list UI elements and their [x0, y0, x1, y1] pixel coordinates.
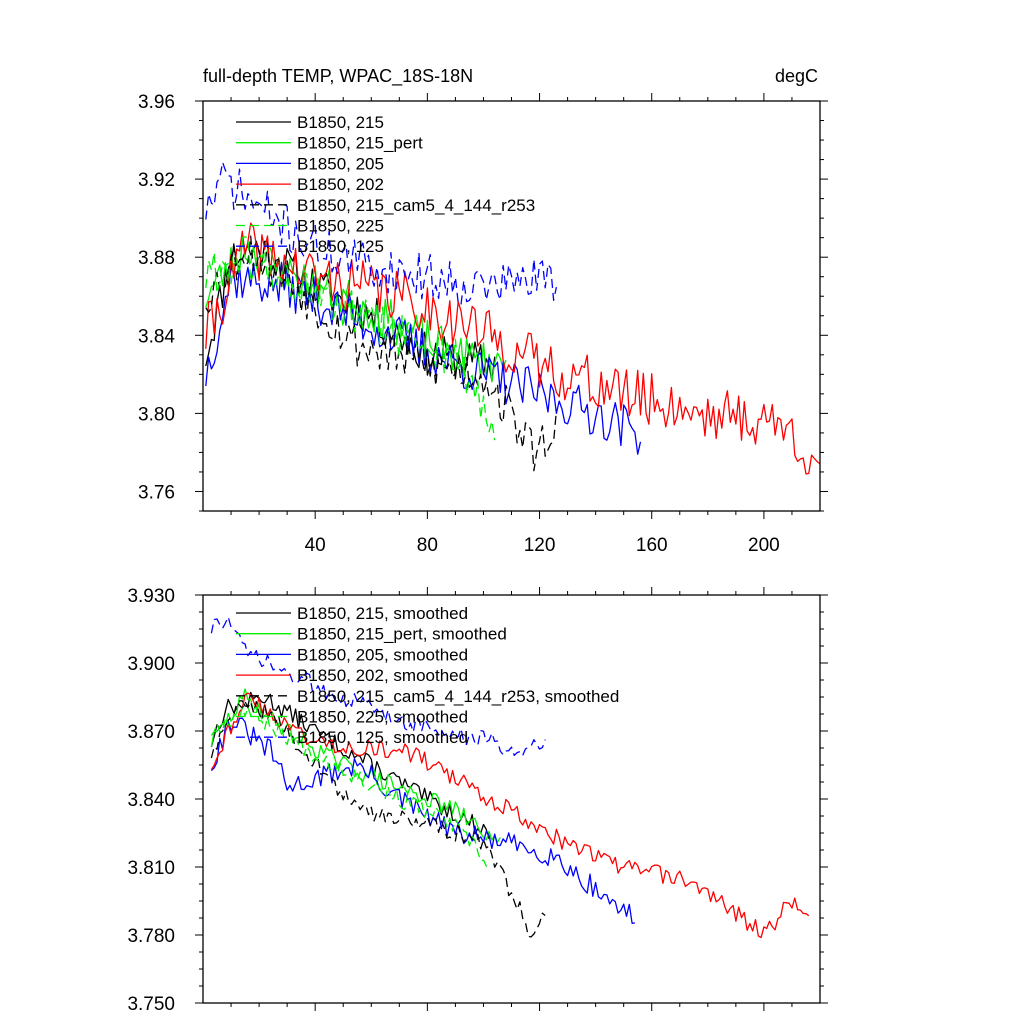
legend-entry: B1850, 215_cam5_4_144_r253, smoothed	[297, 687, 619, 706]
legend-entry: B1850, 215, smoothed	[297, 604, 468, 623]
y-tick-label: 3.96	[138, 92, 175, 113]
y-tick-label: 3.930	[127, 586, 175, 607]
series-line-3	[205, 222, 821, 475]
y-tick-label: 3.870	[127, 722, 175, 743]
series-line-5	[210, 706, 490, 867]
y-tick-label: 3.780	[127, 926, 175, 947]
y-tick-label: 3.900	[127, 654, 175, 675]
series-line-6	[205, 161, 558, 306]
legend-entry: B1850, 125, smoothed	[297, 728, 468, 747]
y-tick-label: 3.80	[138, 404, 175, 425]
chart-title: full-depth TEMP, WPAC_18S-18N	[203, 66, 473, 87]
series-line-4	[205, 235, 558, 472]
y-tick-label: 3.810	[127, 858, 175, 879]
series-lines	[210, 616, 810, 939]
legend-entry: B1850, 205	[297, 154, 384, 173]
x-tick-label: 160	[636, 535, 668, 556]
legend-entry: B1850, 225	[297, 217, 384, 236]
legend-entry: B1850, 225, smoothed	[297, 708, 468, 727]
legend-entry: B1850, 202	[297, 175, 384, 194]
series-line-6	[210, 616, 546, 757]
series-line-3	[210, 692, 810, 939]
legend-entry: B1850, 202, smoothed	[297, 666, 468, 685]
series-lines	[205, 161, 821, 475]
series-line-5	[205, 236, 496, 441]
legend-entry: B1850, 215	[297, 113, 384, 132]
tick-marks	[195, 93, 828, 519]
units-label: degC	[775, 66, 818, 86]
legend-entry: B1850, 125	[297, 237, 384, 256]
tick-marks	[195, 587, 828, 1011]
legend-entry: B1850, 215_cam5_4_144_r253	[297, 196, 535, 215]
top-panel: 3.76 3.80 3.84 3.88 3.92 3.96 40 80 120 160 200 ful…	[138, 66, 828, 556]
series-line-2	[205, 261, 642, 455]
y-tick-label: 3.840	[127, 790, 175, 811]
x-tick-label: 120	[524, 535, 556, 556]
y-tick-label: 3.76	[138, 482, 175, 503]
y-tick-label: 3.84	[138, 326, 175, 347]
y-tick-label: 3.88	[138, 248, 175, 269]
plot-frame	[202, 594, 821, 1004]
legend-entry: B1850, 215_pert, smoothed	[297, 625, 507, 644]
y-tick-label: 3.92	[138, 170, 175, 191]
bottom-panel: 3.750 3.780 3.810 3.840 3.870 3.900 3.930 B1850…	[127, 586, 828, 1015]
y-tick-label: 3.750	[127, 994, 175, 1015]
x-tick-label: 80	[417, 535, 438, 556]
series-line-0	[210, 691, 490, 840]
legend: B1850, 215, smoothed B1850, 215_pert, smo…	[236, 604, 619, 747]
legend-entry: B1850, 205, smoothed	[297, 645, 468, 664]
x-tick-label: 200	[748, 535, 780, 556]
legend-entry: B1850, 215_pert	[297, 134, 423, 153]
series-line-2	[210, 717, 635, 924]
x-tick-label: 40	[305, 535, 326, 556]
